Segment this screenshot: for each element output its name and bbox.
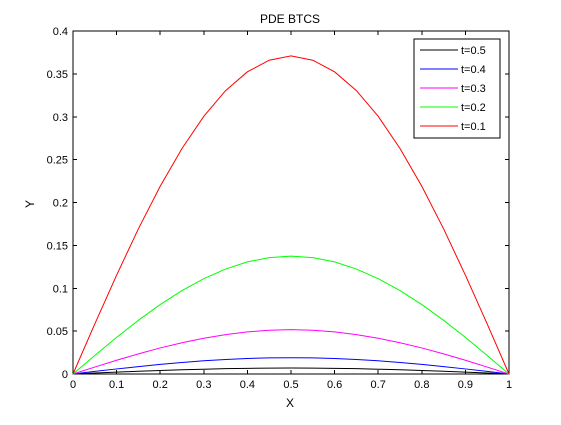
plot-axes: 0 0.1 0.2 0.3 0.4 0.5 0.6 0.7 0.8 0.9 1 0 0.05 0.1 0.1…	[47, 26, 512, 391]
y-tick-label: 0.35	[47, 69, 68, 81]
x-tick-label: 0.1	[109, 379, 124, 391]
x-tick-label: 0.6	[327, 379, 342, 391]
series-line-t=0.4	[72, 357, 510, 375]
y-tick-label: 0.15	[47, 240, 68, 252]
series-line-t=0.3	[72, 329, 510, 375]
y-tick-label: 0.3	[53, 112, 68, 124]
x-tick-label: 0.7	[371, 379, 386, 391]
series-line-t=0.1	[72, 55, 510, 375]
legend-label: t=0.3	[461, 83, 486, 95]
series-line-t=0.2	[72, 255, 510, 375]
x-tick-label: 0.9	[458, 379, 473, 391]
x-tick-label: 0.2	[153, 379, 168, 391]
y-tick-label: 0.1	[53, 283, 68, 295]
y-tick-label: 0	[62, 369, 68, 381]
x-tick-label: 0.8	[414, 379, 429, 391]
legend: t=0.5 t=0.4 t=0.3 t=0.2 t=0.1	[413, 38, 501, 139]
x-tick-label: 0	[70, 379, 76, 391]
x-tick-label: 0.3	[196, 379, 211, 391]
x-tick-label: 0.5	[283, 379, 298, 391]
y-tick-label: 0.05	[47, 326, 68, 338]
legend-label: t=0.5	[461, 45, 486, 57]
y-axis-label: Y	[23, 200, 37, 208]
y-tick-label: 0.25	[47, 155, 68, 167]
chart-title: PDE BTCS	[260, 12, 320, 26]
series-lines	[72, 55, 510, 375]
legend-label: t=0.1	[461, 121, 486, 133]
y-tick-label: 0.4	[53, 26, 68, 38]
x-tick-label: 1	[506, 379, 512, 391]
legend-label: t=0.4	[461, 64, 486, 76]
y-tick-label: 0.2	[53, 198, 68, 210]
x-axis-label: X	[286, 396, 294, 410]
legend-label: t=0.2	[461, 102, 486, 114]
series-line-t=0.5	[72, 367, 510, 375]
x-tick-label: 0.4	[240, 379, 255, 391]
